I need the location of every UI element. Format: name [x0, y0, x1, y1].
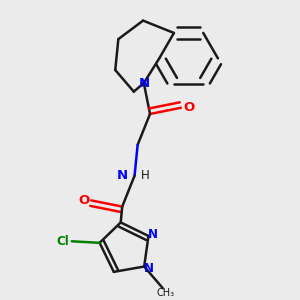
Text: N: N [138, 76, 149, 90]
Text: N: N [148, 228, 158, 241]
Text: O: O [78, 194, 89, 207]
Text: N: N [144, 262, 154, 275]
Text: Cl: Cl [56, 235, 69, 248]
Text: N: N [117, 169, 128, 182]
Text: O: O [183, 101, 194, 114]
Text: H: H [141, 169, 150, 182]
Text: CH₃: CH₃ [157, 288, 175, 298]
